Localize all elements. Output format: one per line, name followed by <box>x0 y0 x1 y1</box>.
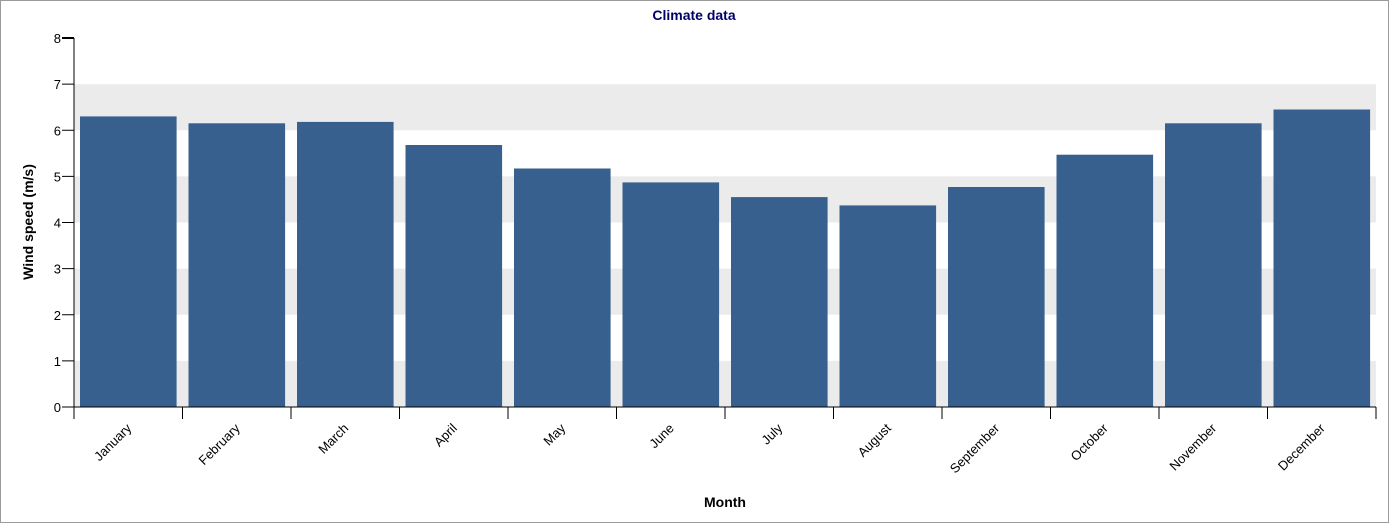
x-axis-label: Month <box>704 494 746 510</box>
bar-july <box>731 197 828 407</box>
x-tick-label: June <box>646 421 677 452</box>
grid-bands <box>74 84 1376 407</box>
x-tick-label: January <box>91 420 135 464</box>
x-tick-label: October <box>1068 420 1112 464</box>
y-tick-label: 1 <box>54 354 61 369</box>
y-axis-label: Wind speed (m/s) <box>20 164 36 280</box>
bar-march <box>297 121 394 408</box>
y-tick-label: 3 <box>54 262 61 277</box>
grid-band <box>74 84 1376 131</box>
bar-june <box>622 182 720 407</box>
y-tick-label: 8 <box>54 31 61 46</box>
x-tick-label: August <box>855 420 894 459</box>
chart-title: Climate data <box>652 7 735 23</box>
y-tick-label: 2 <box>54 308 61 323</box>
bar-september <box>948 187 1045 407</box>
bar-february <box>188 123 286 408</box>
bar-january <box>80 116 177 408</box>
y-tick-label: 6 <box>54 123 61 138</box>
y-axis: 0 1 2 3 4 5 6 7 8 <box>54 31 75 415</box>
bar-november <box>1165 123 1262 408</box>
x-tick-label: November <box>1166 420 1219 473</box>
grid-band <box>74 268 1376 315</box>
x-tick-label: December <box>1275 420 1328 473</box>
y-tick-label: 5 <box>54 169 61 184</box>
bar-october <box>1056 154 1154 407</box>
x-tick-label: February <box>195 420 243 468</box>
x-tick-label: July <box>758 420 785 447</box>
bars <box>80 109 1371 408</box>
bar-august <box>839 205 937 407</box>
y-tick-label: 4 <box>54 216 61 231</box>
x-axis: January February March April May June July Augu… <box>73 406 1377 476</box>
grid-band <box>74 176 1376 223</box>
y-tick-label: 0 <box>54 400 61 415</box>
y-tick-label: 7 <box>54 77 61 92</box>
bar-may <box>514 168 611 407</box>
x-tick-label: March <box>315 421 351 457</box>
x-tick-label: April <box>431 420 460 449</box>
x-tick-label: May <box>540 420 568 448</box>
bar-december <box>1273 109 1371 407</box>
grid-band <box>74 360 1376 407</box>
bar-april <box>405 145 503 407</box>
x-tick-label: September <box>947 420 1003 476</box>
